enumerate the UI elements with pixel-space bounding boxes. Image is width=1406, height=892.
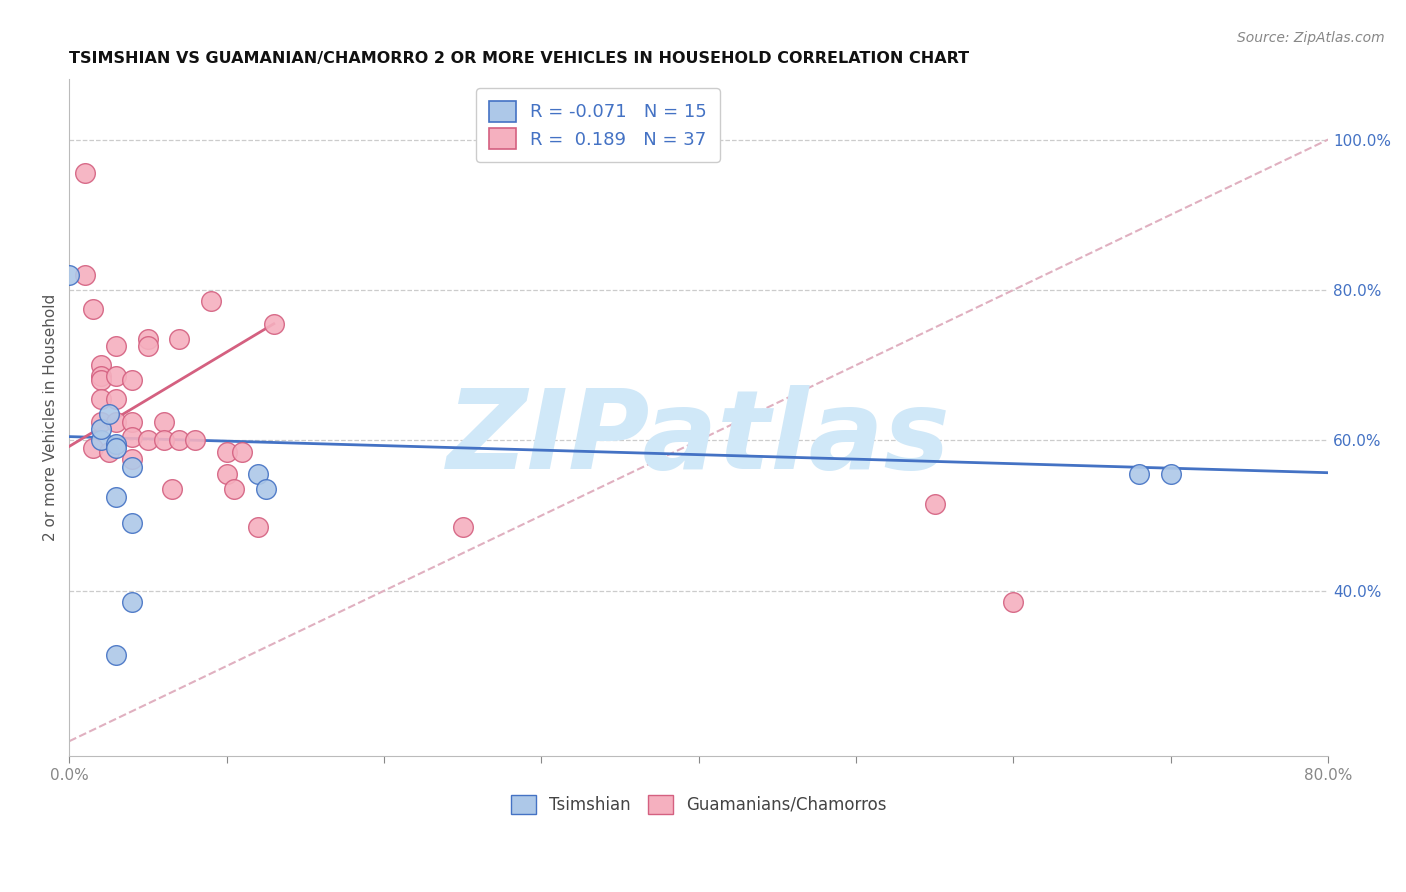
Point — [90, 373, 112, 387]
Point — [169, 434, 191, 448]
Text: TSIMSHIAN VS GUAMANIAN/CHAMORRO 2 OR MORE VEHICLES IN HOUSEHOLD CORRELATION CHAR: TSIMSHIAN VS GUAMANIAN/CHAMORRO 2 OR MOR… — [69, 51, 969, 66]
Point — [90, 415, 112, 429]
Point — [73, 268, 96, 282]
Point — [451, 520, 474, 534]
Point — [121, 516, 143, 530]
Point — [121, 429, 143, 443]
Point — [97, 407, 120, 421]
Point — [90, 369, 112, 384]
Point — [152, 415, 174, 429]
Point — [105, 415, 128, 429]
Point — [136, 339, 159, 353]
Point — [121, 373, 143, 387]
Point — [105, 369, 128, 384]
Point — [160, 482, 183, 496]
Point — [184, 434, 207, 448]
Point — [90, 392, 112, 406]
Point — [121, 595, 143, 609]
Point — [105, 648, 128, 662]
Point — [136, 434, 159, 448]
Point — [247, 520, 270, 534]
Point — [121, 452, 143, 467]
Point — [263, 317, 285, 331]
Point — [1002, 595, 1025, 609]
Point — [73, 166, 96, 180]
Point — [105, 339, 128, 353]
Point — [247, 467, 270, 482]
Point — [90, 434, 112, 448]
Point — [924, 497, 946, 511]
Point — [224, 482, 246, 496]
Point — [58, 268, 80, 282]
Point — [97, 444, 120, 458]
Point — [1160, 467, 1182, 482]
Point — [121, 415, 143, 429]
Text: ZIPatlas: ZIPatlas — [447, 384, 950, 491]
Point — [105, 437, 128, 451]
Point — [136, 332, 159, 346]
Point — [152, 434, 174, 448]
Point — [231, 444, 253, 458]
Point — [90, 358, 112, 372]
Point — [121, 459, 143, 474]
Text: Source: ZipAtlas.com: Source: ZipAtlas.com — [1237, 31, 1385, 45]
Point — [105, 392, 128, 406]
Y-axis label: 2 or more Vehicles in Household: 2 or more Vehicles in Household — [44, 294, 58, 541]
Point — [254, 482, 277, 496]
Point — [215, 444, 238, 458]
Point — [105, 490, 128, 504]
Point — [200, 294, 222, 309]
Point — [169, 332, 191, 346]
Legend: Tsimshian, Guamanians/Chamorros: Tsimshian, Guamanians/Chamorros — [502, 787, 894, 822]
Point — [90, 422, 112, 436]
Point — [105, 441, 128, 455]
Point — [1128, 467, 1150, 482]
Point — [215, 467, 238, 482]
Point — [82, 301, 104, 316]
Point — [82, 441, 104, 455]
